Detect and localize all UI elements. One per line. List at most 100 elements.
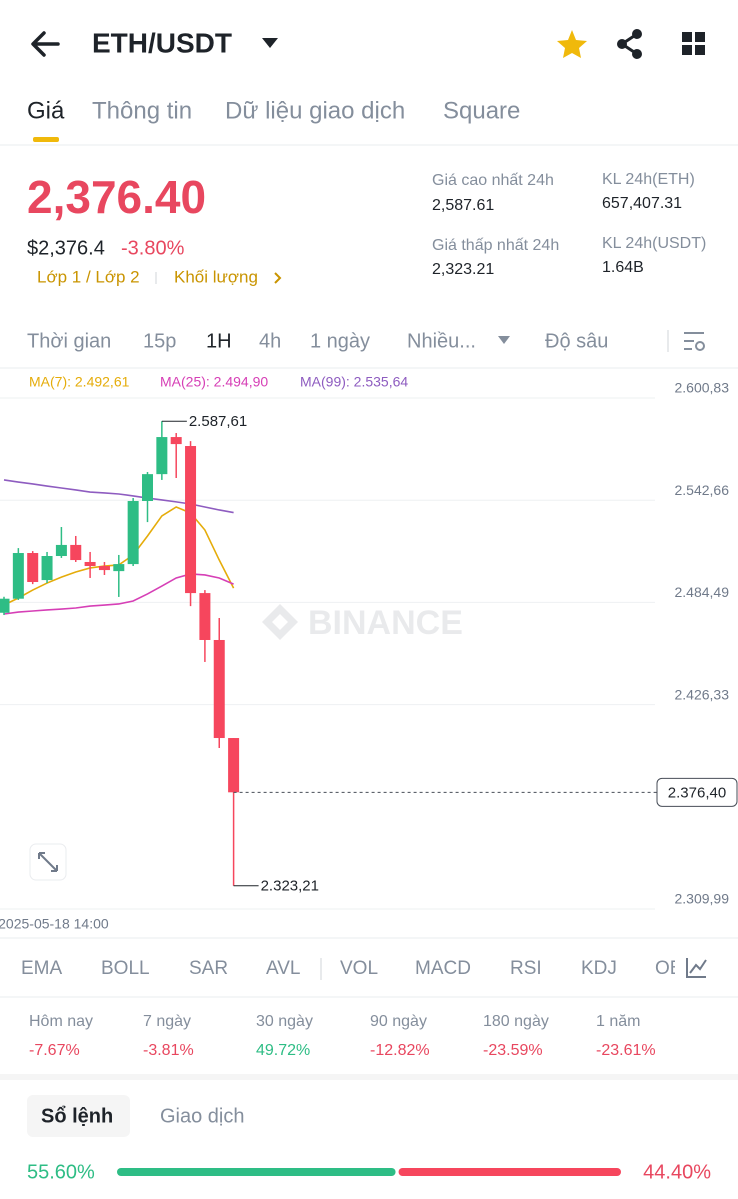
menu-button[interactable] [682,32,705,55]
high-label: 2.587,61 [189,413,247,430]
period-change: -3.81% [143,1042,194,1059]
stat-value: 2,323.21 [432,261,494,278]
link-chevron [274,272,282,284]
period-change: -12.82% [370,1042,430,1059]
plot [0,421,240,886]
interval[interactable]: Nhiều... [407,330,476,352]
candle-body [84,561,96,567]
watermark-text: BINANCE [308,604,463,642]
period-label: 1 năm [596,1013,640,1030]
candle-body [98,566,110,571]
tab-background [27,1095,130,1137]
y-tick-label: 2.484,49 [675,584,730,600]
ma-line [3,479,234,514]
candle-body [228,738,240,793]
indicator[interactable]: EMA [21,958,63,979]
sell-ratio: 44.40% [643,1161,711,1183]
indicator[interactable]: BOLL [101,958,150,979]
candle-body [213,639,225,739]
interval[interactable]: 1 ngày [310,330,370,352]
stat-value: 2,587.61 [432,197,494,214]
stat-label: KL 24h(ETH) [602,171,695,188]
tab[interactable]: Square [443,97,520,124]
period-change: -23.61% [596,1042,656,1059]
favorite-star[interactable] [557,30,587,58]
interval[interactable]: 4h [259,330,281,352]
sell-bar [398,1168,621,1176]
usd-price: $2,376.4 [27,237,105,259]
indicator-settings[interactable] [676,950,716,988]
back-button[interactable] [31,31,60,57]
y-tick-label: 2.600,83 [675,380,730,396]
candle-body [170,437,182,445]
interval[interactable]: Độ sâu [545,330,608,352]
y-tick-label: 2.426,33 [675,686,730,702]
interval[interactable]: Thời gian [27,330,111,352]
period-change: -23.59% [483,1042,543,1059]
watermark: BINANCE [262,604,463,642]
expand-button[interactable] [29,843,67,881]
ma-legend: MA(99): 2.535,64 [300,374,408,390]
indicator[interactable]: AVL [266,958,301,979]
candle-body [55,544,67,557]
indicator[interactable]: KDJ [581,958,617,979]
period-label: 90 ngày [370,1013,427,1030]
stat-value: 1.64B [602,259,644,276]
buy-bar [117,1168,396,1176]
low-label: 2.323,21 [261,878,319,895]
indicator[interactable]: RSI [510,958,542,979]
candle-body [12,553,24,599]
indicator[interactable]: SAR [189,958,228,979]
y-tick-label: 2.309,99 [675,891,730,907]
period-label: Hôm nay [29,1013,93,1030]
tab[interactable]: Dữ liệu giao dịch [225,97,405,124]
candle-body [113,564,125,572]
stat-label: KL 24h(USDT) [602,235,706,252]
indicator[interactable]: MACD [415,958,471,979]
tag-link[interactable]: Khối lượng [174,267,258,286]
y-tick-label: 2.542,66 [675,482,730,498]
tag-link[interactable]: Lớp 1 / Lớp 2 [37,267,140,286]
candle-body [41,556,53,581]
tab-indicator [33,137,59,142]
stat-value: 657,407.31 [602,195,682,212]
tab[interactable]: Thông tin [92,97,192,124]
period-change: -7.67% [29,1042,80,1059]
last-price-label: 2.376,40 [668,784,726,801]
watermark-logo [262,604,298,640]
x-tick-label: 2025-05-18 14:00 [0,916,109,932]
buy-ratio: 55.60% [27,1161,95,1183]
candle-body [185,446,197,594]
period-label: 7 ngày [143,1013,191,1030]
candle-body [27,553,39,583]
last-price-box [656,777,738,807]
candle-body [70,544,82,561]
period-change: 49.72% [256,1042,310,1059]
chart-settings[interactable] [684,332,705,351]
candle-body [0,598,10,613]
stat-label: Giá thấp nhất 24h [432,237,559,254]
interval-caret [498,336,510,344]
period-label: 30 ngày [256,1013,313,1030]
share-button[interactable] [617,29,642,59]
indicator[interactable]: OBV [655,958,695,979]
candle-body [156,437,168,475]
ma-legend: MA(25): 2.494,90 [160,374,268,390]
tab[interactable]: Giá [27,97,65,124]
orderbook-tab[interactable]: Sổ lệnh [41,1105,113,1127]
period-label: 180 ngày [483,1013,549,1030]
indicator[interactable]: VOL [340,958,378,979]
candle-body [127,501,139,565]
price-change: -3.80% [121,237,185,259]
pair-caret[interactable] [262,38,278,48]
indicator-bar: EMA BOLL SAR AVL VOL MACD RSI KDJ OBV [21,958,695,980]
interval[interactable]: 15p [143,330,176,352]
stat-label: Giá cao nhất 24h [432,172,554,189]
section-gap [0,1074,738,1080]
last-price: 2,376.40 [27,171,206,223]
pair-title[interactable]: ETH/USDT [92,27,232,58]
interval[interactable]: 1H [206,330,232,352]
orderbook-tab[interactable]: Giao dịch [160,1105,245,1127]
